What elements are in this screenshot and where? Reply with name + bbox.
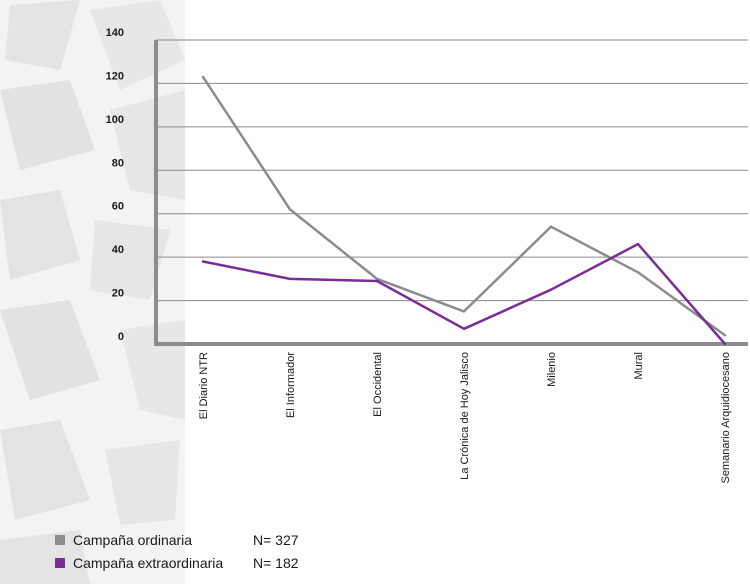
y-tick-label: 20	[112, 288, 124, 300]
x-category-label: Mural	[633, 352, 645, 380]
series-lines	[202, 76, 726, 345]
data-point	[376, 280, 378, 282]
legend-swatch-ordinaria	[55, 535, 65, 545]
data-point	[550, 289, 552, 291]
data-point	[550, 226, 552, 228]
y-axis-ticks: 0 20 40 60 80 100 120 140	[106, 27, 124, 343]
y-tick-label: 0	[118, 331, 124, 343]
legend-label: Campaña ordinaria	[73, 532, 253, 548]
legend-n: N= 182	[253, 555, 299, 571]
data-point	[724, 334, 726, 336]
data-point	[289, 278, 291, 280]
y-tick-label: 40	[112, 244, 124, 256]
legend-n: N= 327	[253, 532, 299, 548]
y-tick-label: 120	[106, 70, 124, 82]
x-category-label: Semanario Arquidiocesano	[720, 352, 732, 483]
data-point	[637, 243, 639, 245]
x-category-label: El Informador	[285, 352, 297, 418]
y-tick-label: 80	[112, 157, 124, 169]
legend-item-ordinaria: Campaña ordinaria N= 327	[55, 528, 299, 551]
legend: Campaña ordinaria N= 327 Campaña extraor…	[55, 528, 299, 574]
x-category-label: El Diario NTR	[198, 352, 210, 419]
grid-lines	[156, 40, 748, 301]
legend-swatch-extraordinaria	[55, 558, 65, 568]
data-point	[637, 271, 639, 273]
x-category-label: El Occidental	[372, 352, 384, 417]
data-point	[724, 343, 726, 345]
data-point	[463, 310, 465, 312]
data-point	[463, 328, 465, 330]
y-tick-label: 100	[106, 114, 124, 126]
y-tick-label: 60	[112, 201, 124, 213]
x-category-label: Milenio	[546, 352, 558, 387]
legend-label: Campaña extraordinaria	[73, 555, 253, 571]
legend-item-extraordinaria: Campaña extraordinaria N= 182	[55, 551, 299, 574]
data-point	[202, 260, 204, 262]
y-tick-label: 140	[106, 27, 124, 39]
series-line	[203, 77, 725, 335]
x-axis-categories: El Diario NTR El Informador El Occidental L…	[198, 352, 732, 484]
x-category-label: La Crónica de Hoy Jalisco	[459, 352, 471, 480]
data-point	[202, 76, 204, 78]
data-point	[289, 208, 291, 210]
